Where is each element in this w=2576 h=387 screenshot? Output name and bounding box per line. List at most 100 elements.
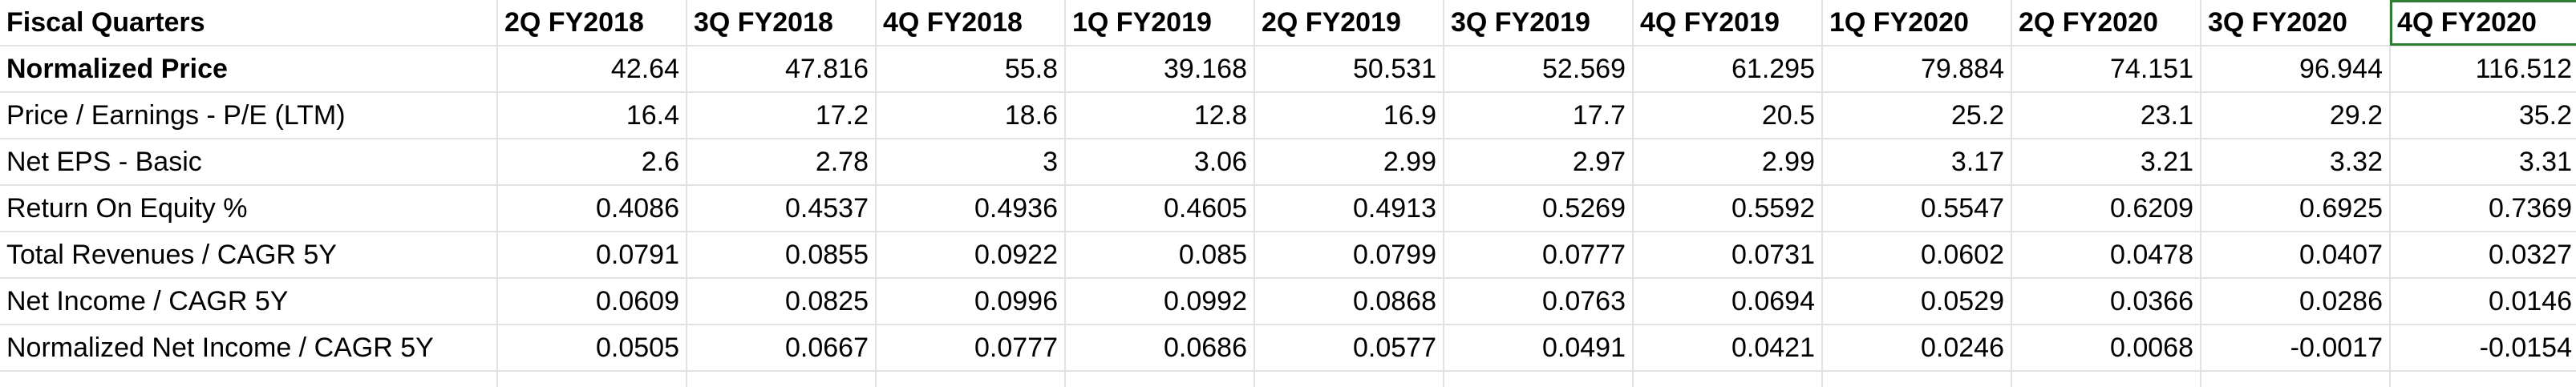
row-label-cell[interactable]: Total Revenues / CAGR 5Y: [0, 232, 498, 279]
value-cell[interactable]: 0.4605: [1065, 185, 1255, 232]
empty-cell[interactable]: [2201, 371, 2391, 387]
value-cell[interactable]: 0.0922: [876, 232, 1066, 279]
value-cell[interactable]: 20.5: [1633, 92, 1823, 139]
header-cell-quarter[interactable]: 2Q FY2018: [497, 0, 687, 46]
value-cell[interactable]: 0.0068: [2011, 325, 2201, 372]
value-cell[interactable]: 3.17: [1822, 139, 2012, 186]
value-cell[interactable]: 0.0825: [687, 278, 877, 325]
value-cell[interactable]: 0.0996: [876, 278, 1066, 325]
value-cell[interactable]: 0.0529: [1822, 278, 2012, 325]
value-cell[interactable]: 0.6209: [2011, 185, 2201, 232]
value-cell[interactable]: 47.816: [687, 46, 877, 93]
value-cell[interactable]: 0.4086: [497, 185, 687, 232]
value-cell[interactable]: 2.99: [1633, 139, 1823, 186]
value-cell[interactable]: 0.0146: [2390, 278, 2576, 325]
value-cell[interactable]: 0.085: [1065, 232, 1255, 279]
value-cell[interactable]: 74.151: [2011, 46, 2201, 93]
empty-cell[interactable]: [1633, 371, 1823, 387]
value-cell[interactable]: 0.0478: [2011, 232, 2201, 279]
value-cell[interactable]: 0.0799: [1254, 232, 1444, 279]
value-cell[interactable]: 0.5592: [1633, 185, 1823, 232]
value-cell[interactable]: 0.0731: [1633, 232, 1823, 279]
value-cell[interactable]: 0.0505: [497, 325, 687, 372]
value-cell[interactable]: 3.31: [2390, 139, 2576, 186]
header-cell-quarter[interactable]: 1Q FY2019: [1065, 0, 1255, 46]
value-cell[interactable]: 0.0491: [1444, 325, 1634, 372]
value-cell[interactable]: 17.2: [687, 92, 877, 139]
value-cell[interactable]: 0.0855: [687, 232, 877, 279]
value-cell[interactable]: 12.8: [1065, 92, 1255, 139]
empty-cell[interactable]: [2011, 371, 2201, 387]
row-label-cell[interactable]: Normalized Net Income / CAGR 5Y: [0, 325, 498, 372]
value-cell[interactable]: 0.4913: [1254, 185, 1444, 232]
header-cell-quarter[interactable]: 2Q FY2019: [1254, 0, 1444, 46]
value-cell[interactable]: 17.7: [1444, 92, 1634, 139]
value-cell[interactable]: 50.531: [1254, 46, 1444, 93]
value-cell[interactable]: 39.168: [1065, 46, 1255, 93]
value-cell[interactable]: 61.295: [1633, 46, 1823, 93]
header-cell-quarter[interactable]: 3Q FY2020: [2201, 0, 2391, 46]
empty-cell[interactable]: [497, 371, 687, 387]
value-cell[interactable]: 0.0421: [1633, 325, 1823, 372]
row-label-cell[interactable]: Net EPS - Basic: [0, 139, 498, 186]
empty-cell[interactable]: [1254, 371, 1444, 387]
value-cell[interactable]: 0.6925: [2201, 185, 2391, 232]
empty-cell[interactable]: [1822, 371, 2012, 387]
value-cell[interactable]: 16.9: [1254, 92, 1444, 139]
header-cell-quarter[interactable]: 1Q FY2020: [1822, 0, 2012, 46]
value-cell[interactable]: 0.0777: [876, 325, 1066, 372]
value-cell[interactable]: 42.64: [497, 46, 687, 93]
value-cell[interactable]: -0.0154: [2390, 325, 2576, 372]
value-cell[interactable]: 96.944: [2201, 46, 2391, 93]
value-cell[interactable]: 2.97: [1444, 139, 1634, 186]
header-cell-label[interactable]: Fiscal Quarters: [0, 0, 498, 46]
header-cell-quarter-selected[interactable]: 4Q FY2020: [2390, 0, 2576, 46]
header-cell-quarter[interactable]: 2Q FY2020: [2011, 0, 2201, 46]
row-label-cell[interactable]: Normalized Price: [0, 46, 498, 93]
row-label-cell[interactable]: Return On Equity %: [0, 185, 498, 232]
value-cell[interactable]: 16.4: [497, 92, 687, 139]
value-cell[interactable]: 0.0577: [1254, 325, 1444, 372]
value-cell[interactable]: 0.0992: [1065, 278, 1255, 325]
value-cell[interactable]: 0.0777: [1444, 232, 1634, 279]
empty-cell[interactable]: [1444, 371, 1634, 387]
value-cell[interactable]: 79.884: [1822, 46, 2012, 93]
value-cell[interactable]: 0.4936: [876, 185, 1066, 232]
value-cell[interactable]: 0.0246: [1822, 325, 2012, 372]
value-cell[interactable]: 0.7369: [2390, 185, 2576, 232]
value-cell[interactable]: 3.21: [2011, 139, 2201, 186]
value-cell[interactable]: 0.5547: [1822, 185, 2012, 232]
value-cell[interactable]: 0.0791: [497, 232, 687, 279]
value-cell[interactable]: 0.0286: [2201, 278, 2391, 325]
value-cell[interactable]: 0.4537: [687, 185, 877, 232]
value-cell[interactable]: 3.06: [1065, 139, 1255, 186]
value-cell[interactable]: 0.0609: [497, 278, 687, 325]
header-cell-quarter[interactable]: 4Q FY2018: [876, 0, 1066, 46]
value-cell[interactable]: 0.0686: [1065, 325, 1255, 372]
value-cell[interactable]: 116.512: [2390, 46, 2576, 93]
value-cell[interactable]: 55.8: [876, 46, 1066, 93]
value-cell[interactable]: 0.0763: [1444, 278, 1634, 325]
value-cell[interactable]: 52.569: [1444, 46, 1634, 93]
value-cell[interactable]: 18.6: [876, 92, 1066, 139]
value-cell[interactable]: 2.99: [1254, 139, 1444, 186]
header-cell-quarter[interactable]: 3Q FY2018: [687, 0, 877, 46]
value-cell[interactable]: 0.0602: [1822, 232, 2012, 279]
header-cell-quarter[interactable]: 4Q FY2019: [1633, 0, 1823, 46]
value-cell[interactable]: 23.1: [2011, 92, 2201, 139]
value-cell[interactable]: 35.2: [2390, 92, 2576, 139]
value-cell[interactable]: 0.0366: [2011, 278, 2201, 325]
row-label-cell[interactable]: Net Income / CAGR 5Y: [0, 278, 498, 325]
value-cell[interactable]: 0.0327: [2390, 232, 2576, 279]
value-cell[interactable]: 3: [876, 139, 1066, 186]
value-cell[interactable]: 0.0868: [1254, 278, 1444, 325]
value-cell[interactable]: 2.78: [687, 139, 877, 186]
value-cell[interactable]: 3.32: [2201, 139, 2391, 186]
value-cell[interactable]: 0.0667: [687, 325, 877, 372]
row-label-cell[interactable]: Price / Earnings - P/E (LTM): [0, 92, 498, 139]
header-cell-quarter[interactable]: 3Q FY2019: [1444, 0, 1634, 46]
value-cell[interactable]: 0.0407: [2201, 232, 2391, 279]
empty-cell[interactable]: [687, 371, 877, 387]
empty-cell[interactable]: [876, 371, 1066, 387]
empty-cell[interactable]: [2390, 371, 2576, 387]
